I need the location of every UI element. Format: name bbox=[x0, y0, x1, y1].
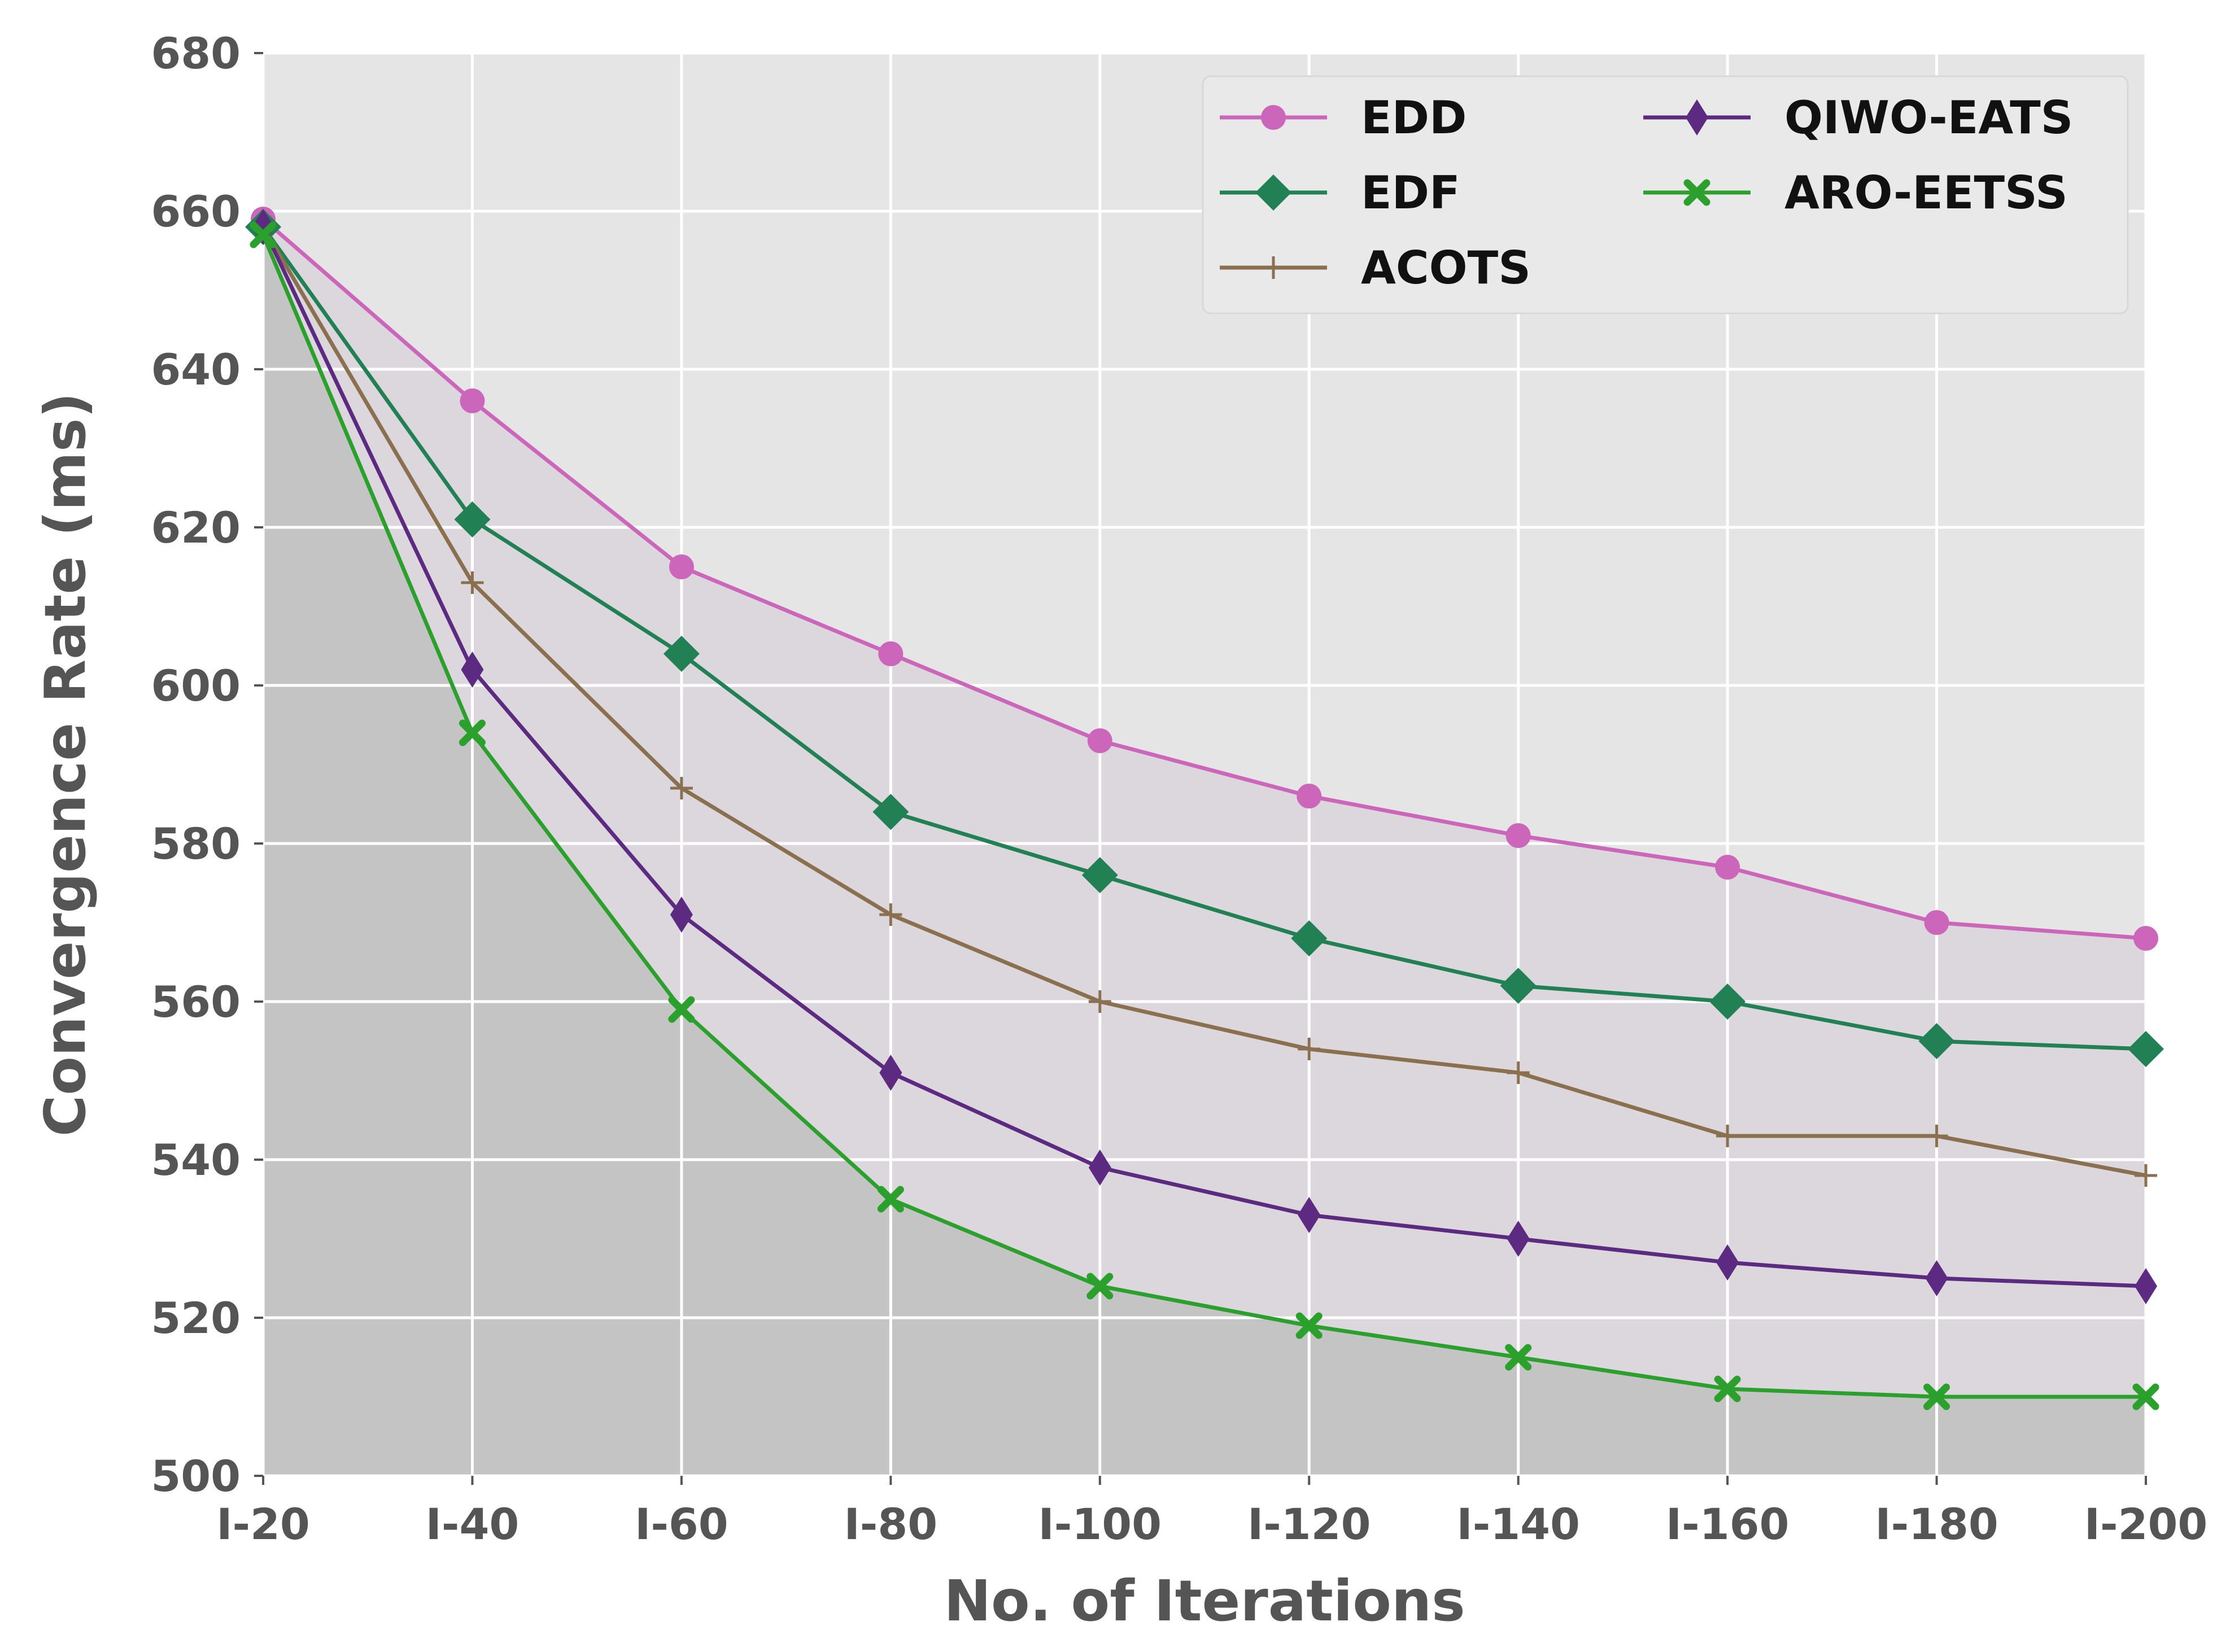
data-point-acots-i-100 bbox=[1088, 990, 1111, 1013]
axes: 500 520 540 560 580 600 620 640 660 680 I-20 I-40 I-… bbox=[151, 28, 2207, 1549]
y-tick-label-600: 600 bbox=[151, 661, 241, 711]
band-fill-between-series bbox=[263, 219, 2146, 1397]
data-point-edf-i-120 bbox=[1291, 920, 1328, 956]
x-tick-label-i-40: I-40 bbox=[426, 1499, 520, 1549]
x-tick-label-i-120: I-120 bbox=[1247, 1499, 1371, 1549]
data-point-acots-i-160 bbox=[1716, 1125, 1739, 1147]
series-line-edf bbox=[261, 225, 2146, 1051]
y-tick-label-500: 500 bbox=[151, 1451, 241, 1501]
data-point-edf-i-100 bbox=[1081, 857, 1118, 893]
legend: EDD EDF ACOTS QIWO-EATS ARO-EETSS bbox=[1202, 75, 2129, 314]
series-line-qiwo-eats bbox=[261, 226, 2146, 1288]
data-point-edd-i-40 bbox=[460, 388, 485, 413]
data-point-aro-eetss-i-160 bbox=[1714, 1375, 1741, 1402]
data-point-qiwo-eats-i-100 bbox=[1088, 1150, 1111, 1186]
data-point-edf-i-40 bbox=[454, 501, 491, 537]
fill-areas bbox=[263, 219, 2146, 1476]
data-point-edf-i-60 bbox=[663, 636, 700, 672]
legend-marker-acots bbox=[1262, 256, 1285, 279]
legend-label-edf: EDF bbox=[1361, 167, 1460, 219]
data-point-qiwo-eats-i-40 bbox=[461, 652, 484, 688]
x-tick-label-i-100: I-100 bbox=[1038, 1499, 1162, 1549]
data-point-acots-i-120 bbox=[1298, 1038, 1321, 1060]
data-point-edf-i-180 bbox=[1918, 1023, 1955, 1059]
data-point-acots-i-180 bbox=[1925, 1125, 1948, 1147]
data-point-edf-i-140 bbox=[1500, 968, 1537, 1004]
data-point-qiwo-eats-i-200 bbox=[2135, 1268, 2157, 1304]
data-point-edf-i-160 bbox=[1709, 984, 1746, 1020]
data-point-aro-eetss-i-80 bbox=[877, 1186, 904, 1213]
data-point-aro-eetss-i-60 bbox=[668, 996, 695, 1023]
data-point-qiwo-eats-i-160 bbox=[1716, 1244, 1739, 1280]
series-line-aro-eetss bbox=[261, 234, 2146, 1399]
data-point-qiwo-eats-i-180 bbox=[1925, 1260, 1948, 1296]
legend-marker-qiwo-eats bbox=[1686, 99, 1708, 136]
data-point-qiwo-eats-i-140 bbox=[1507, 1221, 1530, 1257]
data-point-edd-i-160 bbox=[1715, 855, 1740, 880]
series-lines bbox=[245, 207, 2164, 1410]
data-point-acots-i-200 bbox=[2135, 1164, 2157, 1187]
y-tick-label-520: 520 bbox=[151, 1293, 241, 1343]
y-tick-label-680: 680 bbox=[151, 28, 241, 78]
y-tick-label-560: 560 bbox=[151, 977, 241, 1027]
data-point-qiwo-eats-i-80 bbox=[879, 1055, 902, 1091]
data-point-qiwo-eats-i-60 bbox=[670, 897, 693, 933]
data-point-edd-i-120 bbox=[1297, 784, 1322, 808]
data-point-aro-eetss-i-40 bbox=[459, 719, 486, 746]
data-point-edd-i-60 bbox=[669, 554, 694, 579]
y-tick-label-640: 640 bbox=[151, 344, 241, 395]
x-tick-label-i-200: I-200 bbox=[2084, 1499, 2207, 1549]
data-point-edd-i-200 bbox=[2133, 926, 2158, 951]
y-tick-label-660: 660 bbox=[151, 186, 241, 237]
data-point-qiwo-eats-i-120 bbox=[1298, 1197, 1321, 1233]
legend-marker-edd bbox=[1261, 105, 1286, 130]
data-point-aro-eetss-i-20 bbox=[250, 221, 277, 248]
data-point-edd-i-180 bbox=[1924, 910, 1949, 935]
x-tick-label-i-140: I-140 bbox=[1456, 1499, 1579, 1549]
data-point-edd-i-140 bbox=[1505, 823, 1531, 848]
data-point-aro-eetss-i-120 bbox=[1295, 1312, 1323, 1339]
y-tick-label-540: 540 bbox=[151, 1135, 241, 1185]
legend-label-qiwo-eats: QIWO-EATS bbox=[1784, 91, 2073, 144]
y-tick-label-580: 580 bbox=[151, 819, 241, 869]
y-tick-label-620: 620 bbox=[151, 502, 241, 553]
data-point-aro-eetss-i-140 bbox=[1505, 1344, 1532, 1371]
data-point-acots-i-80 bbox=[879, 903, 902, 926]
data-point-aro-eetss-i-100 bbox=[1086, 1273, 1114, 1300]
data-point-aro-eetss-i-200 bbox=[2132, 1383, 2159, 1410]
series-line-acots bbox=[261, 226, 2146, 1178]
x-tick-label-i-180: I-180 bbox=[1875, 1499, 1998, 1549]
data-point-edd-i-100 bbox=[1087, 728, 1112, 753]
y-axis-label: Convergence Rate (ms) bbox=[32, 392, 98, 1137]
data-point-acots-i-140 bbox=[1507, 1061, 1530, 1084]
legend-marker-aro-eetss bbox=[1683, 179, 1710, 206]
data-point-aro-eetss-i-180 bbox=[1923, 1383, 1950, 1410]
legend-label-aro-eetss: ARO-EETSS bbox=[1784, 167, 2068, 219]
data-point-acots-i-40 bbox=[461, 571, 484, 594]
x-axis-label: No. of Iterations bbox=[944, 1568, 1465, 1634]
data-point-edf-i-200 bbox=[2128, 1031, 2164, 1067]
data-point-edf-i-80 bbox=[872, 794, 909, 830]
series-line-edd bbox=[261, 217, 2146, 941]
legend-marker-edf bbox=[1255, 174, 1291, 211]
x-tick-label-i-20: I-20 bbox=[216, 1499, 310, 1549]
x-tick-label-i-80: I-80 bbox=[844, 1499, 938, 1549]
legend-box bbox=[1202, 75, 2129, 314]
area-fill-below-series bbox=[263, 235, 2146, 1476]
x-tick-label-i-160: I-160 bbox=[1666, 1499, 1789, 1549]
legend-label-edd: EDD bbox=[1361, 91, 1467, 144]
legend-label-acots: ACOTS bbox=[1361, 242, 1531, 294]
x-tick-label-i-60: I-60 bbox=[635, 1499, 728, 1549]
data-point-acots-i-60 bbox=[670, 777, 693, 799]
data-point-edd-i-80 bbox=[878, 641, 904, 666]
